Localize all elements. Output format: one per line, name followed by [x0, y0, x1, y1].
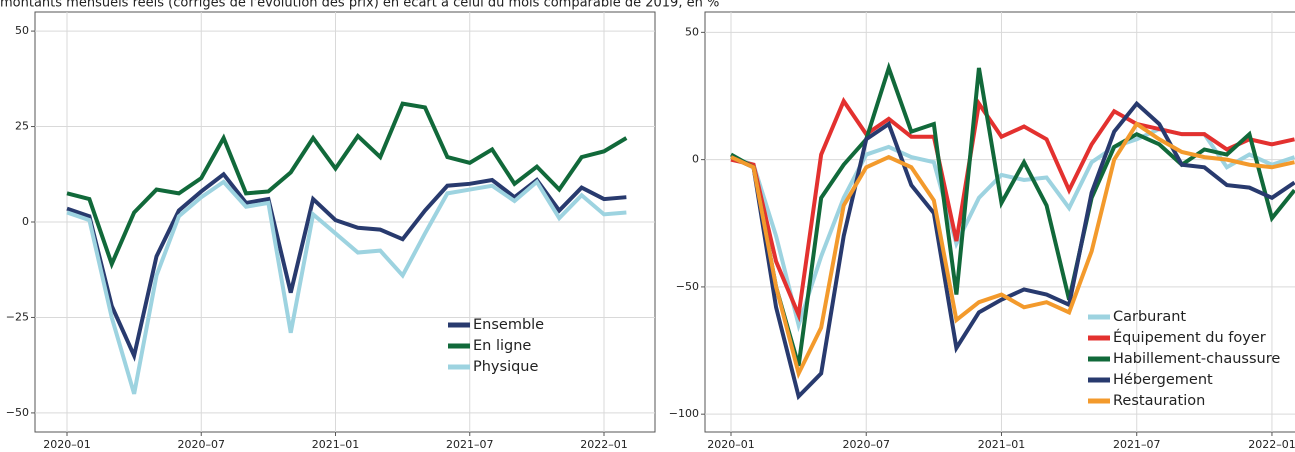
legend-label: Physique — [473, 359, 538, 375]
series-line — [66, 101, 628, 270]
series-line — [730, 121, 1295, 380]
legend-label: Carburant — [1113, 309, 1186, 325]
y-tick-label: 0 — [22, 215, 29, 228]
legend-label: En ligne — [473, 338, 531, 354]
y-tick-label: −50 — [6, 406, 29, 419]
series-line — [730, 61, 1295, 367]
legend-label: Équipement du foyer — [1113, 329, 1266, 346]
series-line — [730, 96, 1295, 323]
x-tick-label: 2021–01 — [978, 438, 1026, 451]
x-tick-label: 2020–07 — [178, 438, 226, 451]
x-tick-label: 2020–07 — [842, 438, 890, 451]
x-tick-label: 2021–07 — [446, 438, 494, 451]
series-line — [730, 100, 1295, 401]
y-tick-label: 50 — [685, 25, 699, 38]
y-tick-label: −25 — [6, 310, 29, 323]
y-tick-label: 25 — [15, 120, 29, 133]
x-tick-label: 2021–01 — [312, 438, 360, 451]
series-line — [66, 178, 627, 395]
y-tick-label: −100 — [669, 407, 699, 420]
y-tick-label: 0 — [692, 153, 699, 166]
legend-label: Habillement-chaussure — [1113, 351, 1280, 367]
x-tick-label: 2022–01 — [1248, 438, 1295, 451]
subtitle: montants mensuels réels (corrigés de l'é… — [0, 0, 719, 11]
x-tick-label: 2020–01 — [707, 438, 755, 451]
x-tick-label: 2020–01 — [43, 438, 91, 451]
x-tick-label: 2021–07 — [1113, 438, 1161, 451]
legend-label: Restauration — [1113, 393, 1205, 409]
legend-label: Hébergement — [1113, 372, 1213, 388]
plot-frame — [704, 11, 1295, 433]
y-tick-label: 50 — [15, 24, 29, 37]
x-tick-label: 2022–01 — [580, 438, 628, 451]
legend-label: Ensemble — [473, 317, 544, 333]
y-tick-label: −50 — [676, 280, 699, 293]
